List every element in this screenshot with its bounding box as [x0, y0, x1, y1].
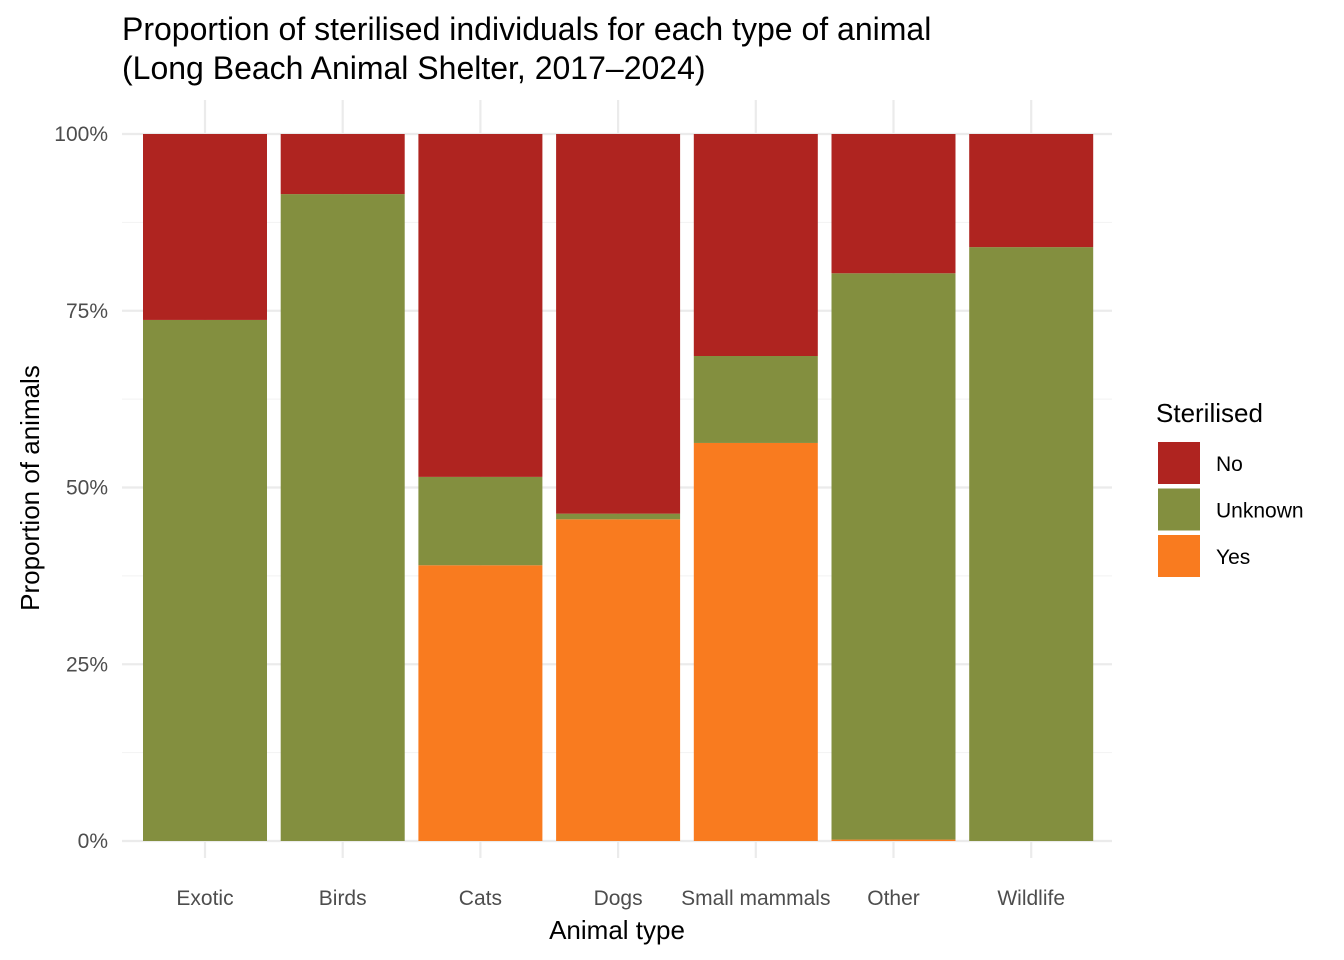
legend-label: Unknown — [1216, 500, 1304, 523]
bar-yes — [418, 565, 543, 841]
y-axis-title: Proportion of animals — [15, 365, 45, 611]
legend-key-unknown — [1158, 488, 1200, 531]
x-tick-label: Dogs — [594, 887, 643, 910]
bar-no — [418, 134, 543, 477]
y-tick-label: 75% — [66, 300, 108, 323]
bar-no — [556, 134, 681, 514]
x-tick-label: Cats — [459, 887, 502, 910]
x-tick-label: Wildlife — [997, 887, 1065, 910]
bar-unknown — [969, 247, 1094, 841]
x-tick-label: Small mammals — [681, 887, 830, 910]
chart-title: Proportion of sterilised individuals for… — [122, 11, 931, 47]
legend-key-yes — [1158, 535, 1200, 577]
y-tick-label: 100% — [54, 123, 108, 146]
bars — [143, 134, 1094, 842]
bar-no — [831, 134, 956, 274]
y-tick-label: 0% — [78, 830, 108, 853]
bar-unknown — [143, 319, 267, 841]
legend-label: Yes — [1216, 546, 1250, 569]
bar-no — [693, 134, 818, 356]
bar-yes — [556, 519, 681, 841]
bar-unknown — [693, 355, 818, 443]
bar-yes — [693, 442, 818, 841]
x-axis-ticks: Exotic Birds Cats Dogs Small mammals Other Wil… — [176, 887, 1065, 910]
x-axis-title: Animal type — [549, 915, 685, 945]
y-tick-label: 25% — [66, 653, 108, 676]
bar-unknown — [418, 476, 543, 566]
x-tick-label: Other — [867, 887, 920, 910]
x-tick-label: Birds — [319, 887, 367, 910]
bar-unknown — [556, 513, 681, 520]
chart-subtitle: (Long Beach Animal Shelter, 2017–2024) — [122, 50, 706, 86]
legend: Sterilised No Unknown Yes — [1156, 398, 1304, 577]
bar-no — [969, 134, 1094, 248]
bar-unknown — [831, 273, 956, 840]
legend-key-no — [1158, 442, 1200, 484]
x-tick-label: Exotic — [176, 887, 233, 910]
y-tick-label: 50% — [66, 477, 108, 500]
bar-unknown — [280, 194, 405, 842]
bar-no — [280, 134, 405, 195]
y-axis-ticks: 0% 25% 50% 75% 100% — [54, 123, 108, 853]
legend-title: Sterilised — [1156, 398, 1263, 428]
bar-no — [143, 134, 267, 320]
legend-label: No — [1216, 453, 1243, 476]
bar-yes — [831, 839, 956, 841]
